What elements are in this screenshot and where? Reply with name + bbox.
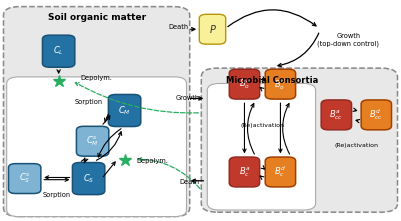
Text: Death: Death (179, 179, 199, 185)
FancyBboxPatch shape (361, 100, 391, 130)
FancyBboxPatch shape (201, 68, 397, 212)
FancyBboxPatch shape (7, 77, 186, 217)
Text: Growth: Growth (175, 95, 199, 101)
FancyBboxPatch shape (4, 7, 190, 217)
Text: Microbial Consortia: Microbial Consortia (226, 76, 318, 85)
FancyBboxPatch shape (321, 100, 352, 130)
Text: $B_{cc}^d$: $B_{cc}^d$ (369, 107, 383, 122)
Text: $B_o^a$: $B_o^a$ (239, 77, 250, 91)
Text: $C_S^s$: $C_S^s$ (19, 172, 30, 185)
Text: Depolym.: Depolym. (137, 158, 168, 164)
FancyBboxPatch shape (8, 164, 41, 194)
Text: Depolym.: Depolym. (81, 74, 113, 81)
Text: $B_o^d$: $B_o^d$ (274, 77, 286, 91)
FancyBboxPatch shape (73, 163, 105, 195)
FancyBboxPatch shape (229, 69, 259, 99)
FancyBboxPatch shape (229, 157, 259, 187)
Text: $C_L$: $C_L$ (53, 45, 64, 57)
Text: $B_{cc}^a$: $B_{cc}^a$ (329, 108, 343, 122)
Text: Sorption: Sorption (43, 192, 71, 198)
Text: $C_S$: $C_S$ (83, 172, 94, 185)
FancyBboxPatch shape (108, 94, 141, 127)
Text: $C_M^s$: $C_M^s$ (86, 135, 99, 148)
Text: Death: Death (168, 24, 188, 30)
Text: (Re)activation: (Re)activation (241, 123, 284, 128)
FancyBboxPatch shape (43, 35, 75, 67)
Text: $B_c^d$: $B_c^d$ (274, 165, 286, 179)
FancyBboxPatch shape (199, 14, 226, 44)
FancyBboxPatch shape (265, 157, 296, 187)
FancyBboxPatch shape (265, 69, 296, 99)
Text: $C_M$: $C_M$ (118, 104, 131, 117)
Text: $B_c^a$: $B_c^a$ (239, 165, 250, 179)
Text: Soil organic matter: Soil organic matter (48, 13, 146, 22)
Text: Growth
(top-down control): Growth (top-down control) (317, 33, 379, 47)
FancyBboxPatch shape (207, 84, 316, 210)
FancyBboxPatch shape (77, 126, 109, 156)
Text: $P$: $P$ (209, 23, 217, 35)
Text: Sorption: Sorption (75, 99, 103, 105)
Text: (Re)activation: (Re)activation (334, 143, 379, 148)
